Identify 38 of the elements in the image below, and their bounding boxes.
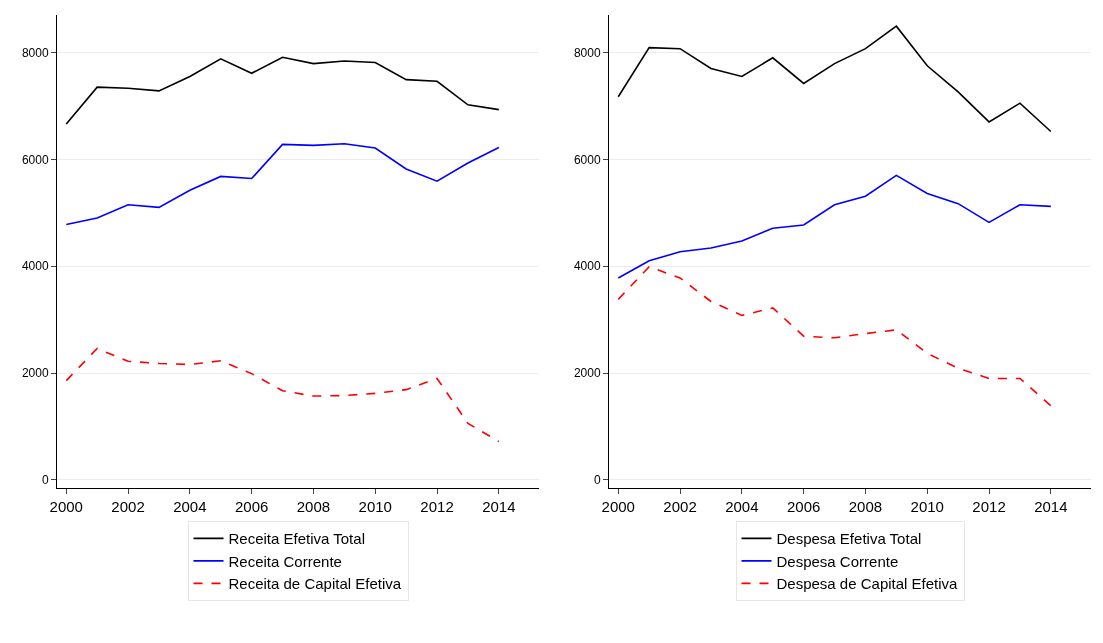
y-tick-label: 8000	[573, 45, 601, 60]
x-tick-label: 2000	[49, 498, 83, 515]
x-tick-label: 2014	[482, 498, 516, 515]
x-tick-label: 2014	[1034, 498, 1068, 515]
line-series	[617, 265, 1052, 407]
legend-label: Receita de Capital Efetiva	[228, 575, 402, 593]
x-tick-label: 2000	[601, 498, 635, 515]
legend-label: Despesa Efetiva Total	[776, 530, 922, 548]
legend-label: Receita Corrente	[228, 552, 342, 570]
y-tick-label: 2000	[21, 366, 49, 381]
y-tick-label: 6000	[21, 152, 49, 167]
x-tick-label: 2004	[725, 498, 759, 515]
legend-label: Receita Efetiva Total	[228, 530, 365, 548]
x-tick-label: 2008	[848, 498, 883, 515]
line-series	[617, 25, 1052, 133]
x-tick-label: 2006	[234, 498, 269, 515]
x-tick-label: 2006	[786, 498, 821, 515]
y-tick-label: 0	[41, 473, 49, 488]
y-tick-label: 6000	[573, 152, 601, 167]
y-tick-label: 8000	[21, 45, 49, 60]
x-tick-label: 2010	[910, 498, 944, 515]
x-tick-label: 2004	[173, 498, 207, 515]
x-tick-label: 2012	[972, 498, 1006, 515]
x-tick-label: 2012	[420, 498, 454, 515]
x-tick-label: 2002	[111, 498, 145, 515]
x-tick-label: 2002	[663, 498, 697, 515]
y-tick-label: 4000	[21, 259, 49, 274]
line-series	[617, 174, 1052, 279]
y-tick-label: 2000	[573, 366, 601, 381]
legend-label: Despesa Corrente	[776, 552, 899, 570]
y-tick-label: 0	[593, 473, 601, 488]
legend-label: Despesa de Capital Efetiva	[776, 575, 959, 593]
x-tick-label: 2010	[358, 498, 392, 515]
x-tick-label: 2008	[296, 498, 331, 515]
line-series	[65, 56, 500, 125]
line-series	[65, 143, 500, 226]
y-tick-label: 4000	[573, 259, 601, 274]
line-series	[65, 347, 500, 443]
